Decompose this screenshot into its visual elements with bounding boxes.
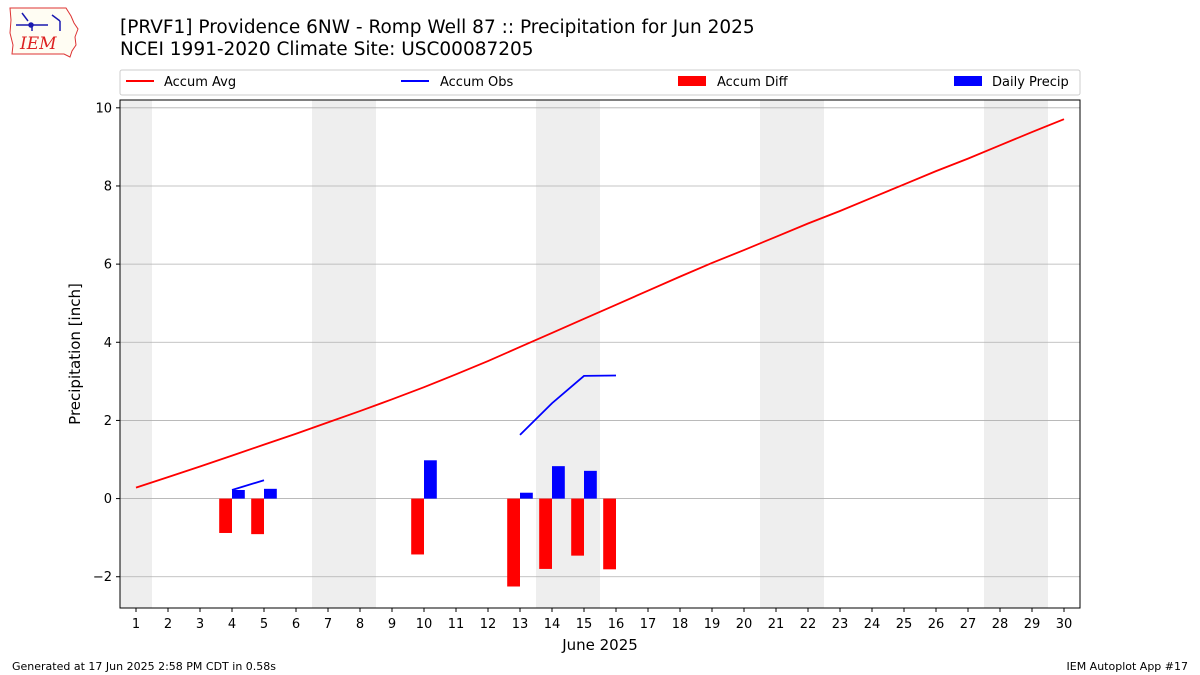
x-tick-label: 8 xyxy=(356,617,364,632)
x-tick-label: 19 xyxy=(704,617,721,632)
x-tick-label: 26 xyxy=(928,617,945,632)
x-tick-label: 25 xyxy=(896,617,913,632)
accum-diff-bar xyxy=(411,498,424,555)
weekend-band-1 xyxy=(312,100,376,608)
app-footer: IEM Autoplot App #17 xyxy=(1066,660,1189,673)
x-axis-ticks: 1 2 3 4 5 6 7 8 9 10 11 12 13 14 15 16 17 18 19 20 21 22 23 24 2… xyxy=(132,608,1072,632)
x-tick-label: 12 xyxy=(480,617,497,632)
daily-precip-bar xyxy=(232,489,245,499)
y-tick-label: 2 xyxy=(104,414,112,429)
legend-swatch-daily-precip xyxy=(954,76,982,86)
logo-text: IEM xyxy=(19,34,57,54)
x-tick-label: 20 xyxy=(736,617,753,632)
accum-diff-bar xyxy=(251,498,264,535)
accum-diff-bar xyxy=(571,498,584,556)
series-lines xyxy=(135,118,1065,491)
weekend-band-3 xyxy=(760,100,824,608)
accum-diff-bar xyxy=(603,498,616,570)
x-tick-label: 3 xyxy=(196,617,204,632)
legend-frame xyxy=(119,69,1081,96)
x-tick-label: 28 xyxy=(992,617,1009,632)
x-tick-label: 11 xyxy=(448,617,465,632)
x-tick-label: 7 xyxy=(324,617,332,632)
accum-obs-line xyxy=(231,479,265,491)
x-tick-label: 2 xyxy=(164,617,172,632)
x-tick-label: 16 xyxy=(608,617,625,632)
accum-diff-bars xyxy=(219,498,616,587)
chart-title: [PRVF1] Providence 6NW - Romp Well 87 ::… xyxy=(120,17,755,61)
accum-diff-bar xyxy=(539,498,552,569)
accum-avg-line xyxy=(135,118,1065,489)
legend-swatch-accum-diff xyxy=(678,76,706,86)
x-tick-label: 1 xyxy=(132,617,140,632)
y-tick-label: 0 xyxy=(104,492,112,507)
legend-label-accum-avg: Accum Avg xyxy=(164,75,236,90)
accum-obs-line xyxy=(519,374,617,436)
daily-precip-bar xyxy=(520,492,533,499)
title-line-1: [PRVF1] Providence 6NW - Romp Well 87 ::… xyxy=(120,17,755,38)
generated-footer: Generated at 17 Jun 2025 2:58 PM CDT in … xyxy=(12,660,277,673)
accum-diff-bar xyxy=(507,498,520,587)
x-tick-label: 9 xyxy=(388,617,396,632)
plot-frame xyxy=(119,99,1081,609)
x-tick-label: 17 xyxy=(640,617,657,632)
grid-lines xyxy=(120,107,1080,578)
x-tick-label: 21 xyxy=(768,617,785,632)
y-axis-label: Precipitation [inch] xyxy=(66,283,84,425)
x-tick-label: 24 xyxy=(864,617,881,632)
x-tick-label: 4 xyxy=(228,617,236,632)
x-tick-label: 5 xyxy=(260,617,268,632)
legend: Accum Avg Accum Obs Accum Diff Daily Pre… xyxy=(119,69,1081,96)
x-tick-label: 29 xyxy=(1024,617,1041,632)
iem-logo: IEM xyxy=(9,7,79,58)
daily-precip-bars xyxy=(232,460,597,499)
x-tick-label: 13 xyxy=(512,617,529,632)
x-tick-label: 27 xyxy=(960,617,977,632)
x-tick-label: 14 xyxy=(544,617,561,632)
weekend-bands xyxy=(120,100,1048,608)
x-tick-label: 30 xyxy=(1056,617,1073,632)
x-tick-label: 6 xyxy=(292,617,300,632)
weekend-band-0 xyxy=(120,100,152,608)
accum-diff-bar xyxy=(219,498,232,533)
y-tick-label: −2 xyxy=(93,570,112,585)
x-tick-label: 15 xyxy=(576,617,593,632)
daily-precip-bar xyxy=(264,488,277,499)
x-tick-label: 10 xyxy=(416,617,433,632)
x-tick-label: 18 xyxy=(672,617,689,632)
x-tick-label: 22 xyxy=(800,617,817,632)
y-tick-label: 6 xyxy=(104,258,112,273)
title-line-2: NCEI 1991-2020 Climate Site: USC00087205 xyxy=(120,39,534,60)
daily-precip-bar xyxy=(552,466,565,499)
y-tick-label: 8 xyxy=(104,179,112,194)
legend-label-daily-precip: Daily Precip xyxy=(992,75,1069,90)
legend-label-accum-obs: Accum Obs xyxy=(440,75,513,90)
weekend-band-4 xyxy=(984,100,1048,608)
y-tick-label: 4 xyxy=(104,336,112,351)
x-tick-label: 23 xyxy=(832,617,849,632)
daily-precip-bar xyxy=(584,470,597,499)
legend-label-accum-diff: Accum Diff xyxy=(717,75,789,90)
y-axis-ticks: −2 0 2 4 6 8 10 xyxy=(93,101,120,585)
daily-precip-bar xyxy=(424,460,437,499)
weather-station-icon xyxy=(16,12,61,31)
y-tick-label: 10 xyxy=(95,101,112,116)
x-axis-label: June 2025 xyxy=(561,636,638,654)
